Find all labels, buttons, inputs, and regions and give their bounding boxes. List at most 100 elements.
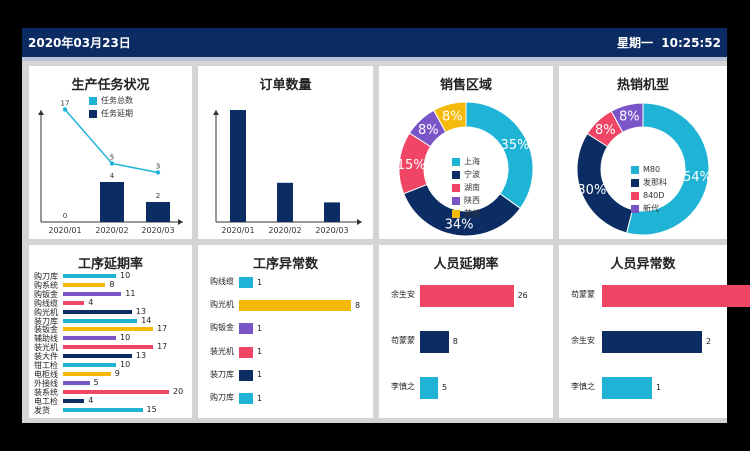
panel-title: 订单数量 [259, 78, 312, 93]
legend-label: 上海 [464, 157, 480, 166]
legend-swatch [631, 165, 639, 174]
legend-swatch [89, 109, 97, 118]
order-count-chart: 2020/01 2020/02 2020/03 [213, 110, 362, 235]
bar [602, 331, 702, 353]
header-divider [22, 57, 727, 61]
bar-category-label: 购钣金 [210, 323, 234, 333]
legend-label: 其他 [464, 209, 480, 218]
panel-title: 人员延期率 [433, 257, 499, 272]
bar-category-label: 装光机 [210, 346, 234, 356]
bar-category-label: 购刀库 [210, 393, 234, 402]
legend-swatch [89, 96, 97, 105]
hot-model-panel: 热销机型 54% 30% 8% 8% M80 发那科 840D 新代 [559, 66, 727, 239]
panel-title: 销售区域 [439, 78, 492, 93]
legend-label: 任务总数 [101, 96, 133, 105]
bar [63, 398, 85, 403]
delay-bar [100, 182, 124, 222]
bar-category-label: 购线缆 [34, 298, 58, 308]
sales-region-panel: 销售区域 35% 34% 15% 8% 8% 上海 宁波 湖南 陕西 其他 [379, 66, 553, 239]
legend-swatch [631, 204, 639, 213]
bar [602, 377, 652, 399]
legend-label: 发那科 [643, 178, 667, 187]
staff-exception-panel: 人员异常数 苟蒙蒙3余生安2李慎之1 [559, 245, 750, 418]
legend-swatch [452, 183, 460, 192]
bar [63, 336, 116, 341]
bar-category-label: 余生安 [391, 290, 415, 299]
bar-value-label: 10 [120, 333, 131, 343]
order-bar [277, 182, 293, 222]
bar-category-label: 装系统 [34, 387, 58, 397]
legend-label: 任务延期 [101, 109, 133, 118]
bar-value-label: 4 [88, 395, 94, 405]
order-count-panel: 订单数量 2020/01 2020/02 2020/03 [198, 66, 373, 239]
bar-category-label: 装钣金 [34, 325, 58, 335]
x-tick-label: 2020/01 [221, 226, 254, 235]
bar-category-label: 发货 [34, 405, 50, 415]
bar-value-label: 8 [452, 337, 458, 346]
legend-label: 宁波 [464, 170, 480, 179]
legend-item: 陕西 [452, 194, 480, 207]
bar [63, 318, 138, 323]
bar [63, 371, 111, 376]
process-delay-panel: 工序延期率 购刀库 10 购系统 8 购钣金 11 购线缆 4 购光机 13 装刀库 14 装钣金 17 辅… [29, 245, 192, 418]
bar-value-label: 20 [173, 386, 184, 396]
legend-item: 任务延期 [89, 107, 133, 120]
bar-value-label: 13 [135, 351, 147, 361]
bar [63, 291, 122, 296]
bar [420, 285, 514, 307]
point-value-label: 17 [61, 100, 70, 108]
dashboard-screen: 2020年03月23日 星期一 10:25:52 生产任务状况 任务总数任务延期… [22, 28, 750, 423]
bar-category-label: 苟蒙蒙 [391, 336, 415, 345]
bar [420, 377, 438, 399]
bar-value-label: 1 [257, 347, 263, 357]
bar-value-label: 4 [110, 172, 115, 180]
bar-value-label: 10 [120, 360, 131, 369]
bar-category-label: 电工检 [34, 396, 58, 406]
bar-value-label: 1 [257, 370, 263, 380]
bar-category-label: 装刀库 [210, 369, 234, 379]
bar-category-label: 装光机 [34, 343, 58, 353]
order-bar [230, 110, 246, 222]
bar-value-label: 14 [141, 315, 152, 325]
bar-value-label: 8 [355, 300, 361, 310]
panel-title: 生产任务状况 [71, 78, 150, 93]
bar-value-label: 8 [109, 279, 115, 289]
bar-category-label: 购系统 [34, 280, 58, 290]
slice-percent-label: 8% [442, 110, 463, 125]
bar-value-label: 10 [120, 271, 131, 280]
x-tick-label: 2020/03 [315, 226, 348, 235]
legend-swatch [452, 209, 460, 218]
bar-category-label: 李慎之 [391, 382, 415, 391]
x-tick-label: 2020/02 [268, 226, 301, 235]
x-axis-arrow [178, 219, 183, 225]
panel-title: 热销机型 [616, 78, 669, 93]
donut-slice [625, 102, 710, 236]
legend-swatch [631, 178, 639, 187]
bar-value-label: 4 [88, 297, 94, 307]
legend-item: 任务总数 [89, 94, 133, 107]
bar [239, 346, 253, 358]
legend-item: 新代 [631, 202, 667, 215]
bar [63, 327, 154, 332]
legend-label: 新代 [643, 204, 659, 213]
bar-category-label: 购刀库 [34, 272, 58, 281]
legend-label: 湖南 [464, 183, 480, 192]
header-date: 2020年03月23日 [28, 36, 131, 50]
panel-title: 工序异常数 [252, 257, 318, 272]
bar-value-label: 9 [114, 368, 120, 378]
bar-category-label: 装大件 [34, 352, 58, 362]
bar-value-label: 17 [157, 342, 168, 352]
bar-value-label: 13 [135, 306, 147, 316]
legend-item: 840D [631, 189, 667, 202]
production-task-panel: 生产任务状况 任务总数 任务延期 2020/01 2020/02 2020/03 0 4 2… [29, 66, 192, 239]
header-clock: 星期一 10:25:52 [616, 36, 721, 50]
x-tick-label: 2020/01 [48, 226, 81, 235]
slice-percent-label: 54% [683, 170, 712, 185]
bar-category-label: 余生安 [571, 336, 595, 345]
legend-swatch [631, 191, 639, 200]
legend-swatch [452, 170, 460, 179]
x-tick-label: 2020/02 [95, 226, 128, 235]
bar-value-label: 11 [125, 288, 136, 298]
x-tick-label: 2020/03 [141, 226, 174, 235]
slice-percent-label: 15% [397, 158, 426, 173]
